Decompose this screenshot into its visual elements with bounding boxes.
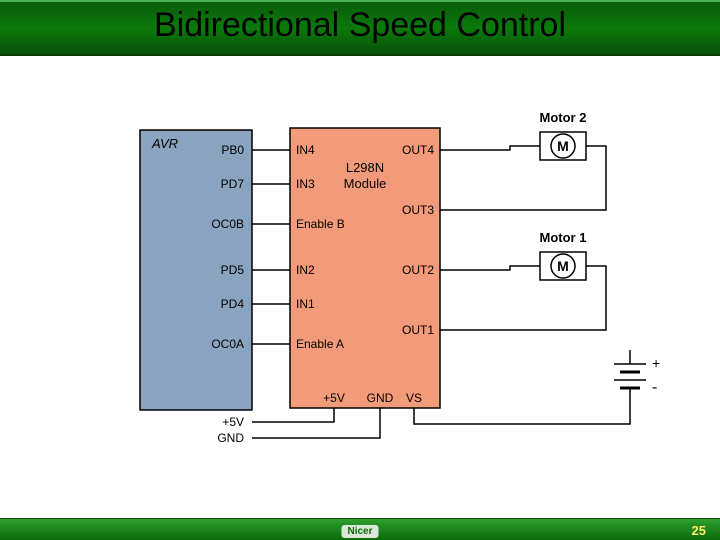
wire-gnd-batt	[380, 424, 630, 438]
avr-pin-5v: +5V	[222, 415, 244, 429]
avr-pin-oc0b: OC0B	[211, 217, 244, 231]
mod-in4: IN4	[296, 143, 315, 157]
page-number: 25	[692, 523, 706, 538]
avr-pin-pd4: PD4	[221, 297, 245, 311]
mod-out4: OUT4	[402, 143, 434, 157]
wire-out4-m2	[440, 146, 540, 150]
mod-5v: +5V	[323, 391, 345, 405]
mod-in3: IN3	[296, 177, 315, 191]
wire-vs-batt	[414, 388, 630, 424]
wire-out2-m1	[440, 266, 540, 270]
mod-out2: OUT2	[402, 263, 434, 277]
motor2-label: Motor 2	[540, 110, 587, 125]
mod-enb: Enable B	[296, 217, 345, 231]
mod-ena: Enable A	[296, 337, 344, 351]
l298n-label-2: Module	[344, 176, 387, 191]
mod-vs: VS	[406, 391, 422, 405]
battery-plus: +	[652, 355, 660, 371]
avr-pin-gnd: GND	[217, 431, 244, 445]
avr-pin-pd5: PD5	[221, 263, 245, 277]
motor1-symbol: M	[557, 258, 569, 274]
wire-gnd-net	[252, 408, 380, 438]
l298n-label-1: L298N	[346, 160, 384, 175]
wire-5v-net	[252, 408, 334, 422]
battery-minus: -	[652, 379, 657, 396]
avr-label: AVR	[151, 136, 178, 151]
mod-in2: IN2	[296, 263, 315, 277]
battery: + -	[614, 355, 660, 396]
avr-pin-oc0a: OC0A	[211, 337, 244, 351]
avr-pin-pb0: PB0	[221, 143, 244, 157]
mod-out1: OUT1	[402, 323, 434, 337]
mod-in1: IN1	[296, 297, 315, 311]
motor2-symbol: M	[557, 138, 569, 154]
footer-bar: Nicer 25	[0, 518, 720, 540]
motor1-label: Motor 1	[540, 230, 587, 245]
slide-title: Bidirectional Speed Control	[0, 6, 720, 45]
mod-out3: OUT3	[402, 203, 434, 217]
circuit-diagram: AVR PB0 PD7 OC0B PD5 PD4 OC0A +5V GND L2…	[0, 100, 720, 500]
mod-gnd: GND	[367, 391, 394, 405]
avr-pin-pd7: PD7	[221, 177, 245, 191]
footer-logo: Nicer	[341, 525, 378, 538]
